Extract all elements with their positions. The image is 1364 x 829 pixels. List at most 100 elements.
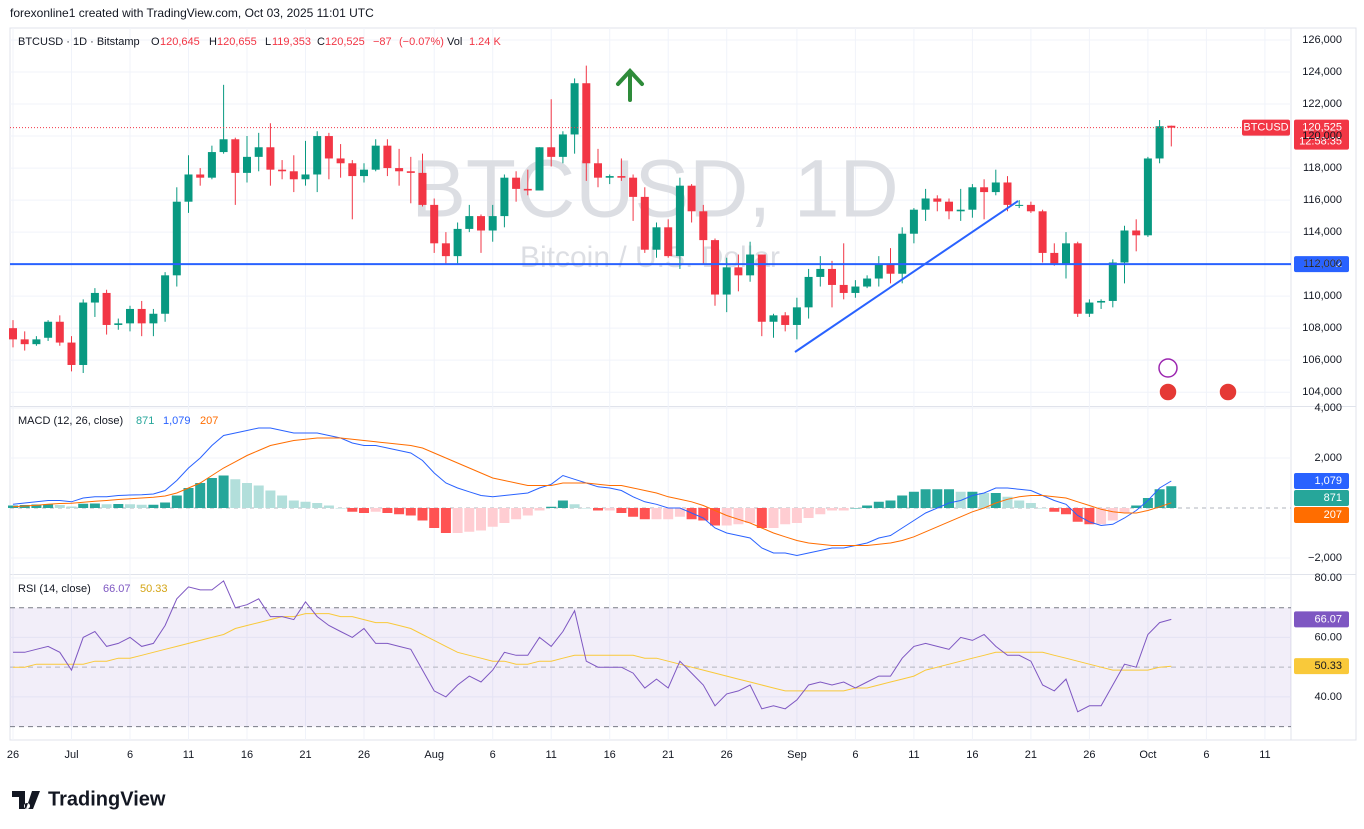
chart-frame xyxy=(9,27,1357,741)
candle-body xyxy=(605,176,614,178)
candle-body xyxy=(32,339,41,345)
histogram-bar xyxy=(183,488,194,508)
candle-body xyxy=(231,139,240,173)
x-tick-label: 26 xyxy=(358,749,370,761)
legend-open: 120,645 xyxy=(160,36,200,48)
histogram-bar xyxy=(1166,486,1177,508)
candle-body xyxy=(20,339,29,345)
trend-line xyxy=(794,200,1019,353)
histogram-bar xyxy=(253,485,264,508)
x-tick-label: 6 xyxy=(1203,749,1209,761)
candle-body xyxy=(1155,126,1164,159)
rsi-title: RSI (14, close) xyxy=(18,583,91,595)
axis-tag xyxy=(1294,658,1349,675)
candle-body xyxy=(945,201,953,212)
legend-letter: L xyxy=(265,36,271,48)
histogram-bar xyxy=(651,508,662,520)
candle-body xyxy=(196,174,205,178)
y-tick-label: 112,000 xyxy=(1303,258,1342,270)
histogram-bar xyxy=(1025,503,1036,508)
candle-body xyxy=(114,323,123,325)
axis-tag xyxy=(1294,611,1349,628)
candle-body xyxy=(9,328,17,340)
rsi-ma-line xyxy=(13,613,1172,692)
candle-body xyxy=(149,313,158,324)
y-tick-label: 120,000 xyxy=(1302,130,1342,142)
candle-body xyxy=(360,169,368,177)
candle-body xyxy=(839,284,848,293)
y-tick-label: 60.00 xyxy=(1314,631,1342,643)
histogram-bar xyxy=(628,508,639,517)
legend-letter: C xyxy=(317,36,325,48)
candle-body xyxy=(1015,204,1024,206)
histogram-bar xyxy=(534,508,545,511)
histogram-bar xyxy=(569,504,580,508)
histogram-bar xyxy=(1119,508,1130,513)
x-tick-label: 26 xyxy=(7,749,19,761)
event-icons xyxy=(1158,358,1238,402)
histogram-bar xyxy=(745,508,756,523)
histogram-bar xyxy=(1014,500,1025,508)
candle-body xyxy=(792,307,801,325)
candle-body xyxy=(629,177,638,197)
y-tick-label: 106,000 xyxy=(1302,354,1342,366)
histogram-bar xyxy=(827,508,837,511)
histogram-bar xyxy=(1037,508,1048,509)
histogram-bar xyxy=(218,475,229,508)
brand-logo xyxy=(12,791,40,809)
histogram-bar xyxy=(955,491,966,508)
candle-body xyxy=(348,163,357,177)
histogram-bar xyxy=(897,495,908,508)
candle-body xyxy=(781,315,790,325)
candle-body xyxy=(161,275,170,314)
histogram-bar xyxy=(815,508,826,515)
macd-value: 1,079 xyxy=(163,415,191,427)
histogram-bar xyxy=(1084,508,1095,525)
legend-change: −87 xyxy=(373,36,392,48)
candle-body xyxy=(1050,252,1059,265)
candle-body xyxy=(594,163,602,178)
histogram-bar xyxy=(581,508,592,509)
legend-high: 120,655 xyxy=(217,36,257,48)
x-tick-label: 11 xyxy=(908,749,919,761)
candle-body xyxy=(640,196,649,250)
histogram-bar xyxy=(160,502,171,508)
histogram-bar xyxy=(429,508,440,528)
legend-volume: 1.24 K xyxy=(469,36,501,48)
candle-body xyxy=(757,254,766,322)
histogram-bar xyxy=(756,508,767,528)
candle-body xyxy=(804,276,813,308)
histogram-bar xyxy=(230,479,241,508)
candle-body xyxy=(1108,262,1117,301)
x-tick-label: 26 xyxy=(1083,749,1095,761)
x-tick-label: Oct xyxy=(1139,749,1156,761)
histogram-bar xyxy=(148,504,159,508)
candle-body xyxy=(336,158,345,164)
histogram-bar xyxy=(31,504,42,508)
axis-tag xyxy=(1294,256,1349,273)
y-tick-label: 126,000 xyxy=(1302,34,1342,46)
histogram-bar xyxy=(242,483,252,508)
candle-body xyxy=(313,136,322,175)
candle-body xyxy=(172,201,181,276)
rsi-line xyxy=(13,580,1172,713)
histogram-bar xyxy=(1061,508,1071,515)
axis-tag xyxy=(1294,473,1349,490)
histogram-bar xyxy=(522,508,533,516)
histogram-bar xyxy=(803,508,814,518)
histogram-bar xyxy=(382,508,393,513)
candle-body xyxy=(137,308,146,324)
candle-body xyxy=(441,243,450,257)
axis-tag-label: 66.07 xyxy=(1314,613,1342,625)
candle-body xyxy=(266,147,275,170)
candle-body xyxy=(500,177,509,217)
histogram-bar xyxy=(733,508,744,525)
histogram-bar xyxy=(347,508,358,512)
x-tick-label: 11 xyxy=(1259,749,1270,761)
histogram-bar xyxy=(464,508,475,532)
candle-body xyxy=(956,209,965,212)
candle-body xyxy=(278,169,287,172)
x-tick-label: 21 xyxy=(1025,749,1037,761)
y-tick-label: 122,000 xyxy=(1302,98,1342,110)
candle-body xyxy=(126,308,134,324)
